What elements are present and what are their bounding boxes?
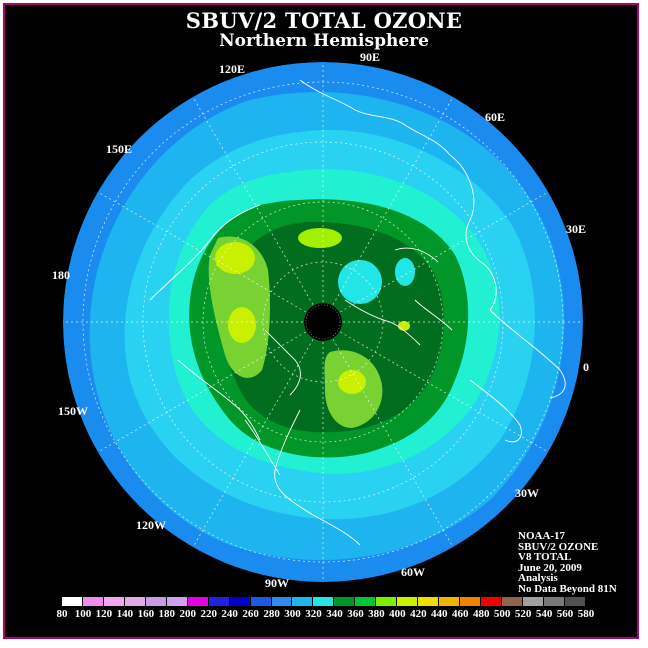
legend-swatch xyxy=(250,597,272,606)
ozone-low-cyan-patch-small xyxy=(395,258,415,286)
legend-swatch xyxy=(292,597,314,606)
legend-tick-labels: 80 100 120 140 160 180 200 220 240 260 280 300 320 34… xyxy=(57,608,595,624)
ozone-patch-380-west xyxy=(208,236,270,378)
legend-tick-label: 500 xyxy=(493,608,511,620)
ozone-low-cyan-patch xyxy=(338,260,382,304)
legend-swatch xyxy=(502,597,523,606)
legend-swatch xyxy=(460,597,482,606)
map-subtitle: Northern Hemisphere xyxy=(219,31,429,51)
legend-tick-label: 80 xyxy=(56,608,68,620)
lon-label-30W: 30W xyxy=(515,486,539,500)
legend-tick-label: 340 xyxy=(326,608,343,620)
ozone-patch-400-europe xyxy=(398,321,410,331)
legend-tick-label: 220 xyxy=(200,608,217,620)
legend-tick-label: 160 xyxy=(137,608,155,620)
info-version: V8 TOTAL xyxy=(518,551,572,564)
legend-color-bar xyxy=(62,597,586,606)
legend-tick-label: 540 xyxy=(535,608,553,620)
legend-tick-label: 460 xyxy=(451,608,469,620)
legend-swatch xyxy=(418,597,440,606)
color-legend: 80 100 120 140 160 180 200 220 240 260 280 300 320 34… xyxy=(57,597,595,627)
lon-label-150E: 150E xyxy=(106,142,133,156)
legend-tick-label: 240 xyxy=(221,608,238,620)
lon-label-150W: 150W xyxy=(58,404,88,418)
legend-tick-label: 260 xyxy=(242,608,259,620)
legend-swatch xyxy=(543,597,565,606)
lon-label-120E: 120E xyxy=(219,62,246,76)
lon-label-180: 180 xyxy=(52,268,70,282)
legend-tick-label: 440 xyxy=(431,608,448,620)
no-data-pole-dots xyxy=(305,304,341,340)
legend-swatch xyxy=(62,597,83,606)
legend-swatch xyxy=(397,597,419,606)
legend-tick-label: 360 xyxy=(347,608,364,620)
legend-swatch xyxy=(187,597,209,606)
legend-tick-label: 300 xyxy=(284,608,301,620)
legend-tick-label: 100 xyxy=(74,608,92,620)
legend-swatch xyxy=(208,597,230,606)
legend-swatch xyxy=(313,597,335,606)
lon-label-30E: 30E xyxy=(566,222,587,236)
info-note: No Data Beyond 81N xyxy=(518,582,617,595)
legend-swatch xyxy=(522,597,544,606)
legend-tick-label: 520 xyxy=(514,608,532,620)
legend-tick-label: 180 xyxy=(158,608,176,620)
info-date: June 20, 2009 xyxy=(518,561,582,574)
info-type: Analysis xyxy=(518,572,558,585)
ozone-patch-400-west-a xyxy=(215,242,255,274)
legend-swatch xyxy=(229,597,251,606)
ozone-patch-400-west-b xyxy=(228,307,256,343)
legend-tick-label: 320 xyxy=(305,608,322,620)
lon-label-60W: 60W xyxy=(401,565,425,579)
legend-swatch xyxy=(145,597,167,606)
legend-tick-label: 120 xyxy=(95,608,113,620)
legend-swatch xyxy=(376,597,398,606)
legend-swatch xyxy=(355,597,377,606)
ozone-patch-400-canada xyxy=(338,370,366,394)
legend-swatch xyxy=(481,597,503,606)
legend-tick-label: 200 xyxy=(179,608,197,620)
legend-tick-label: 380 xyxy=(368,608,385,620)
legend-tick-label: 400 xyxy=(389,608,406,620)
legend-swatch xyxy=(103,597,125,606)
lon-label-90E: 90E xyxy=(360,50,381,64)
lon-label-90W: 90W xyxy=(265,576,289,590)
legend-tick-label: 420 xyxy=(410,608,427,620)
legend-swatch xyxy=(166,597,188,606)
info-product: SBUV/2 OZONE xyxy=(518,540,599,553)
map-title: SBUV/2 TOTAL OZONE xyxy=(185,8,463,33)
no-data-pole-region xyxy=(304,303,342,341)
legend-swatch xyxy=(271,597,293,606)
legend-tick-label: 280 xyxy=(263,608,280,620)
legend-swatch xyxy=(334,597,356,606)
legend-tick-label: 580 xyxy=(577,608,595,620)
legend-tick-label: 480 xyxy=(472,608,490,620)
ozone-patch-380-north xyxy=(298,228,342,248)
legend-swatch xyxy=(124,597,146,606)
lon-label-0: 0 xyxy=(583,360,589,374)
info-block: NOAA-17 SBUV/2 OZONE V8 TOTAL June 20, 2… xyxy=(518,531,617,595)
legend-tick-label: 560 xyxy=(556,608,574,620)
legend-tick-label: 140 xyxy=(116,608,134,620)
lon-label-120W: 120W xyxy=(136,518,166,532)
coastlines xyxy=(149,79,566,546)
legend-swatch xyxy=(439,597,461,606)
legend-swatch xyxy=(564,597,586,606)
legend-swatch xyxy=(82,597,104,606)
info-satellite: NOAA-17 xyxy=(518,530,566,542)
lon-label-60E: 60E xyxy=(485,110,506,124)
